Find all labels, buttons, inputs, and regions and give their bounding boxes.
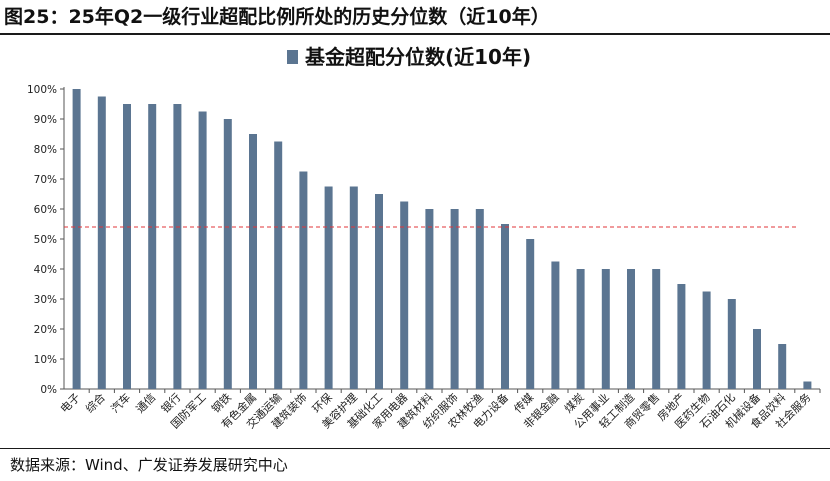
bar: [475, 209, 484, 389]
legend-label: 基金超配分位数(近10年): [305, 45, 531, 69]
bar: [526, 239, 535, 389]
y-tick-label: 0%: [40, 384, 57, 396]
bar: [576, 269, 585, 389]
x-tick-label: 电子: [58, 391, 83, 416]
bar: [551, 261, 560, 389]
bar: [778, 344, 787, 389]
bar: [400, 201, 409, 389]
bar-chart: 基金超配分位数(近10年) 0% 10% 20% 30% 40% 50% 60% 70% 80% 9…: [27, 45, 821, 431]
bar: [123, 104, 131, 389]
bar: [249, 134, 257, 389]
y-tick-label: 10%: [34, 354, 57, 366]
bar: [702, 291, 711, 389]
y-tick-label: 60%: [34, 204, 57, 216]
y-tick-label: 50%: [34, 234, 57, 246]
source-divider: [0, 448, 830, 449]
bar: [501, 224, 509, 389]
bar: [349, 186, 358, 389]
bar: [753, 329, 761, 389]
bar: [803, 381, 812, 389]
x-tick-label: 汽车: [108, 390, 133, 415]
bar: [425, 209, 434, 389]
y-tick-label: 20%: [34, 324, 57, 336]
x-tick-label: 综合: [82, 390, 107, 415]
bar: [173, 104, 182, 389]
y-tick-label: 40%: [34, 264, 57, 276]
legend-swatch: [287, 50, 298, 64]
y-tick-label: 90%: [34, 114, 57, 126]
title-divider: [0, 33, 830, 35]
y-tick-label: 30%: [34, 294, 57, 306]
bar: [72, 89, 81, 389]
y-tick-label: 80%: [34, 144, 57, 156]
bar: [324, 186, 333, 389]
bar: [652, 269, 661, 389]
bar: [677, 284, 686, 389]
figure-title: 图25：25年Q2一级行业超配比例所处的历史分位数（近10年）: [4, 6, 550, 28]
y-tick-label: 70%: [34, 174, 57, 186]
bar: [727, 299, 736, 389]
bar: [97, 96, 106, 389]
bar: [148, 104, 157, 389]
bar: [198, 111, 207, 389]
y-tick-label: 100%: [27, 84, 57, 96]
bar: [375, 194, 383, 389]
bar: [627, 269, 635, 389]
bar: [274, 141, 283, 389]
bar: [223, 119, 232, 389]
bar: [450, 209, 459, 389]
bar: [601, 269, 610, 389]
x-tick-label: 通信: [134, 391, 159, 416]
data-source-note: 数据来源：Wind、广发证券发展研究中心: [10, 456, 288, 474]
bar: [299, 171, 308, 389]
